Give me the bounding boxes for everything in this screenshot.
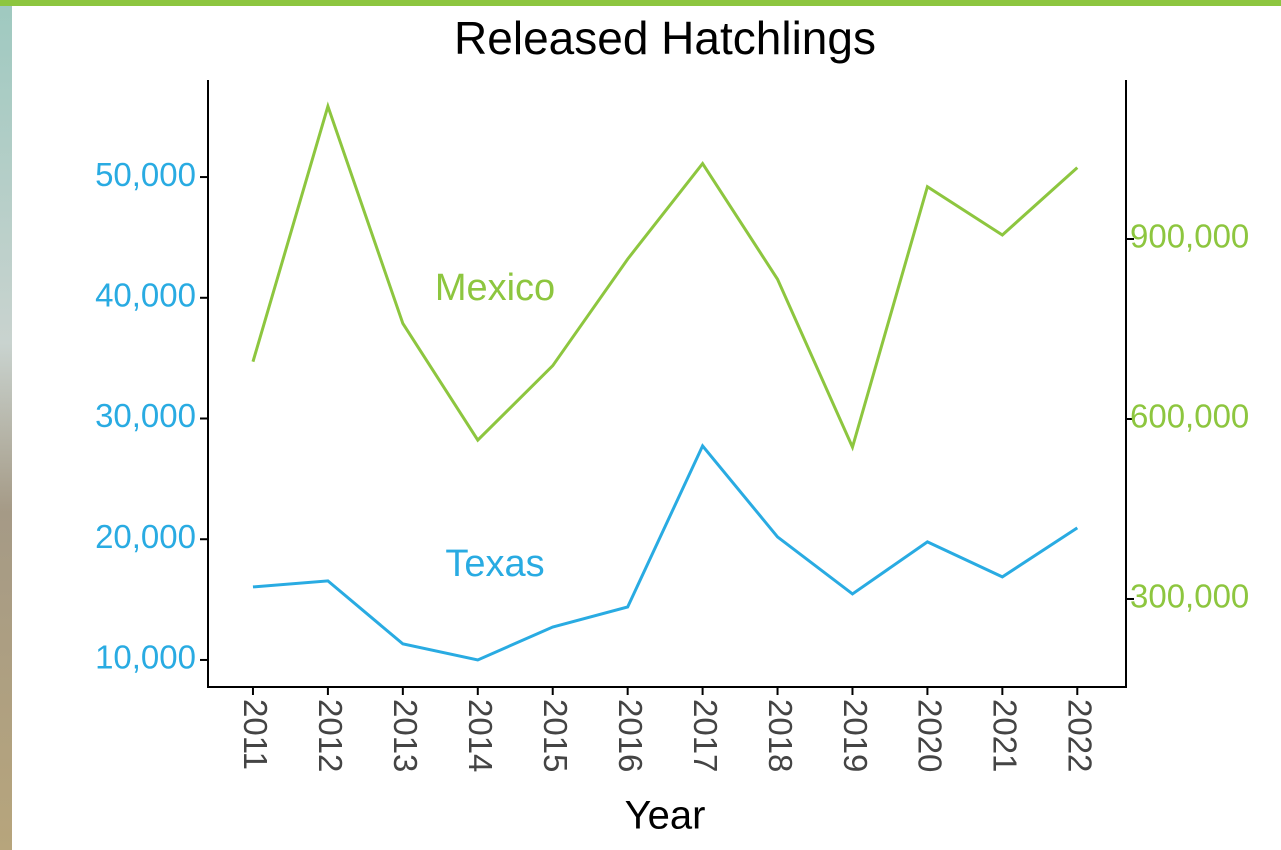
chart: Released Hatchlings Year 10,000 20,000 30,… xyxy=(0,0,1281,850)
x-tick-label: 2022 xyxy=(1062,699,1099,772)
x-tick-label: 2016 xyxy=(612,699,649,772)
page: Released Hatchlings Year 10,000 20,000 30,… xyxy=(0,0,1281,850)
x-tick-label: 2020 xyxy=(912,699,949,772)
y-tick-label: 30,000 xyxy=(95,397,196,434)
x-tick-label: 2012 xyxy=(312,699,349,772)
x-tick-label: 2019 xyxy=(837,699,874,772)
y-tick-label: 50,000 xyxy=(95,156,196,193)
x-tick-label: 2013 xyxy=(387,699,424,772)
chart-title: Released Hatchlings xyxy=(454,12,876,64)
top-stripe xyxy=(0,0,1281,6)
x-tick-label: 2014 xyxy=(462,699,499,772)
series-label: Texas xyxy=(445,543,544,585)
y-tick-label: 40,000 xyxy=(95,277,196,314)
series-line xyxy=(253,446,1077,660)
series-label: Mexico xyxy=(435,267,555,309)
left-edge-photo xyxy=(0,6,12,850)
y2-tick-label: 600,000 xyxy=(1130,398,1249,435)
series-line xyxy=(253,106,1077,447)
y-tick-label: 20,000 xyxy=(95,518,196,555)
y2-tick-label: 300,000 xyxy=(1130,578,1249,615)
x-axis-label: Year xyxy=(625,794,706,838)
x-tick-label: 2015 xyxy=(537,699,574,772)
y-tick-label: 10,000 xyxy=(95,639,196,676)
x-tick-label: 2017 xyxy=(687,699,724,772)
y2-tick-label: 900,000 xyxy=(1130,218,1249,255)
x-tick-label: 2021 xyxy=(987,699,1024,772)
x-tick-label: 2018 xyxy=(762,699,799,772)
x-tick-label: 2011 xyxy=(237,699,274,770)
